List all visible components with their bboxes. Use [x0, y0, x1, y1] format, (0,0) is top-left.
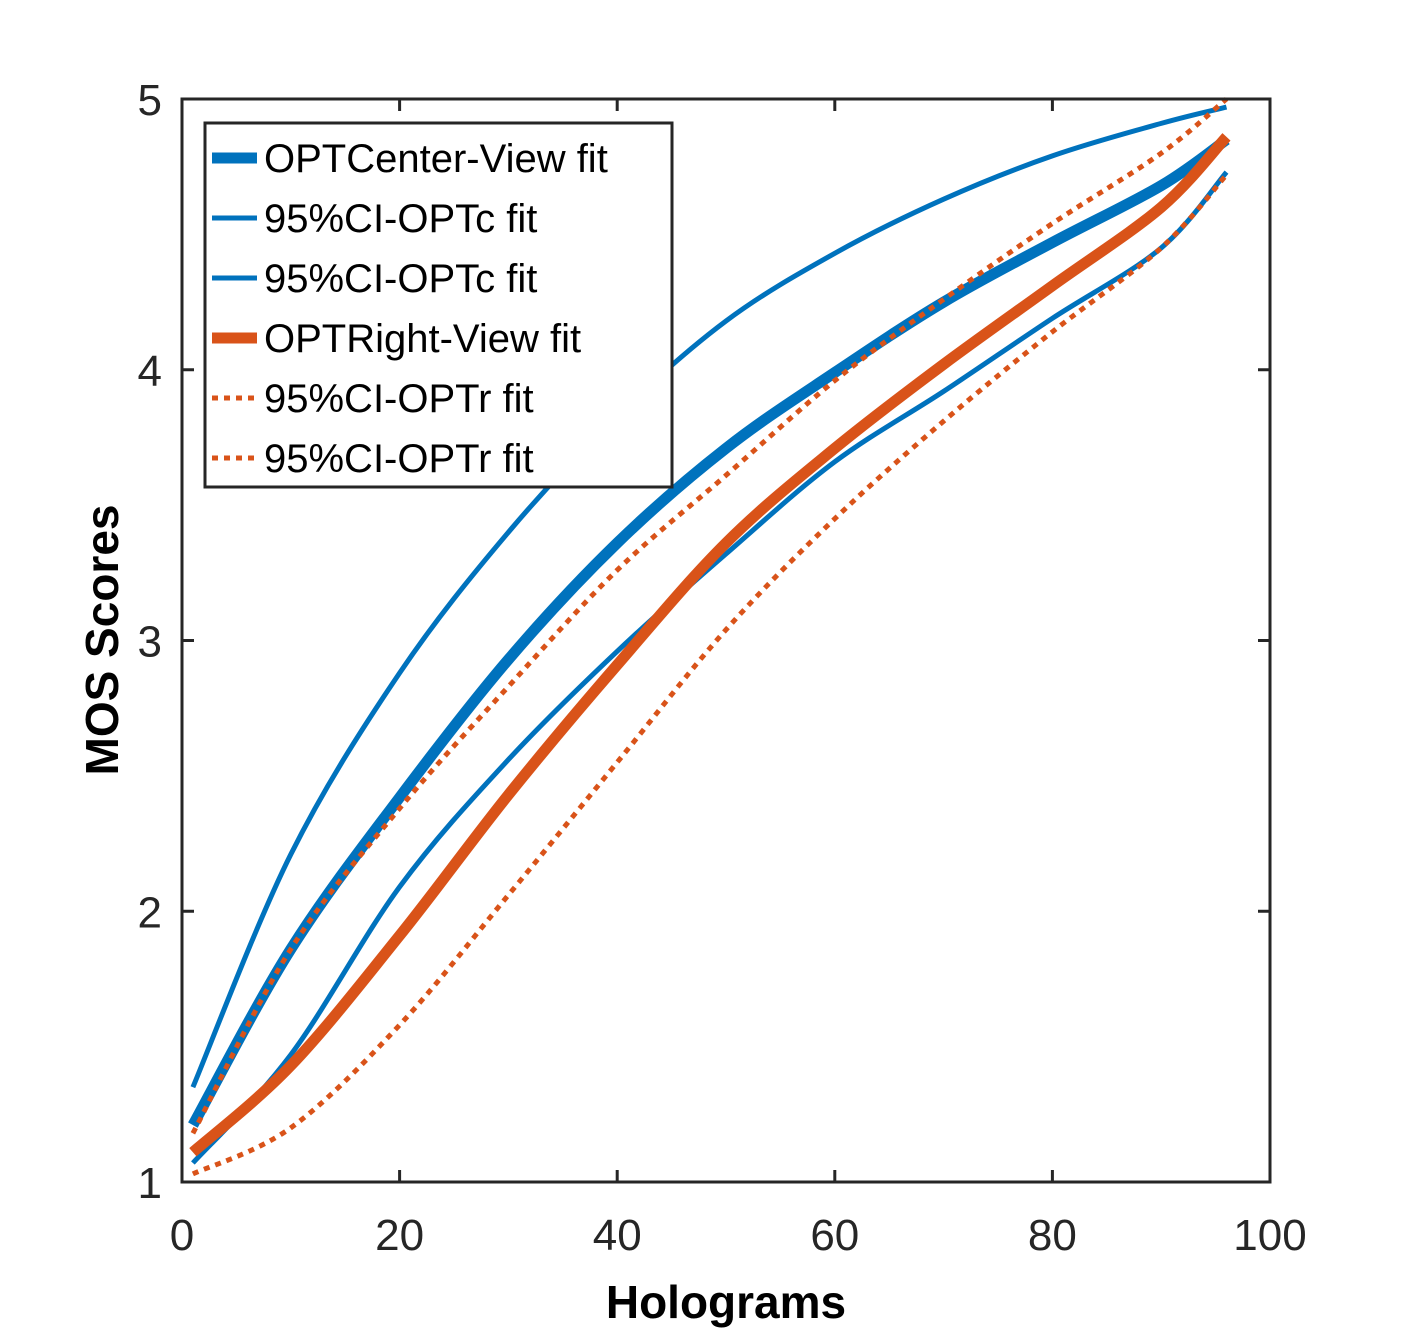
series-line-1	[188, 135, 1230, 1128]
legend-box	[203, 121, 674, 489]
x-axis-title: Holograms	[606, 1276, 846, 1328]
x-tick-label: 80	[1028, 1211, 1077, 1260]
y-tick-label: 5	[138, 76, 162, 125]
plot-frame	[180, 97, 1272, 1184]
legend: OPTCenter-View fit 95%CI-OPTc fit 95%CI-OP…	[203, 121, 674, 489]
x-tick-label: 100	[1233, 1211, 1306, 1260]
legend-label: 95%CI-OPTc fit	[264, 197, 537, 241]
ticks-layer: 0 20 40 60 80 100 1 2 3 4 5	[138, 76, 1307, 1260]
legend-label: OPTRight-View fit	[264, 317, 581, 361]
series-line-5	[190, 97, 1229, 1135]
x-tick-label: 60	[810, 1211, 859, 1260]
series-layer	[188, 97, 1231, 1177]
y-tick-label: 2	[138, 888, 162, 937]
y-axis-title: MOS Scores	[76, 505, 128, 776]
y-tick-label: 4	[138, 347, 162, 396]
x-tick-label: 20	[375, 1211, 424, 1260]
legend-label: 95%CI-OPTc fit	[264, 257, 537, 301]
x-tick-label: 0	[170, 1211, 194, 1260]
legend-label: 95%CI-OPTr fit	[264, 377, 534, 421]
x-tick-label: 40	[593, 1211, 642, 1260]
legend-label: 95%CI-OPTr fit	[264, 437, 534, 481]
series-line-6	[191, 173, 1229, 1177]
legend-label: OPTCenter-View fit	[264, 137, 608, 181]
y-tick-label: 1	[138, 1159, 162, 1208]
y-tick-label: 3	[138, 618, 162, 667]
series-line-4	[189, 133, 1231, 1157]
